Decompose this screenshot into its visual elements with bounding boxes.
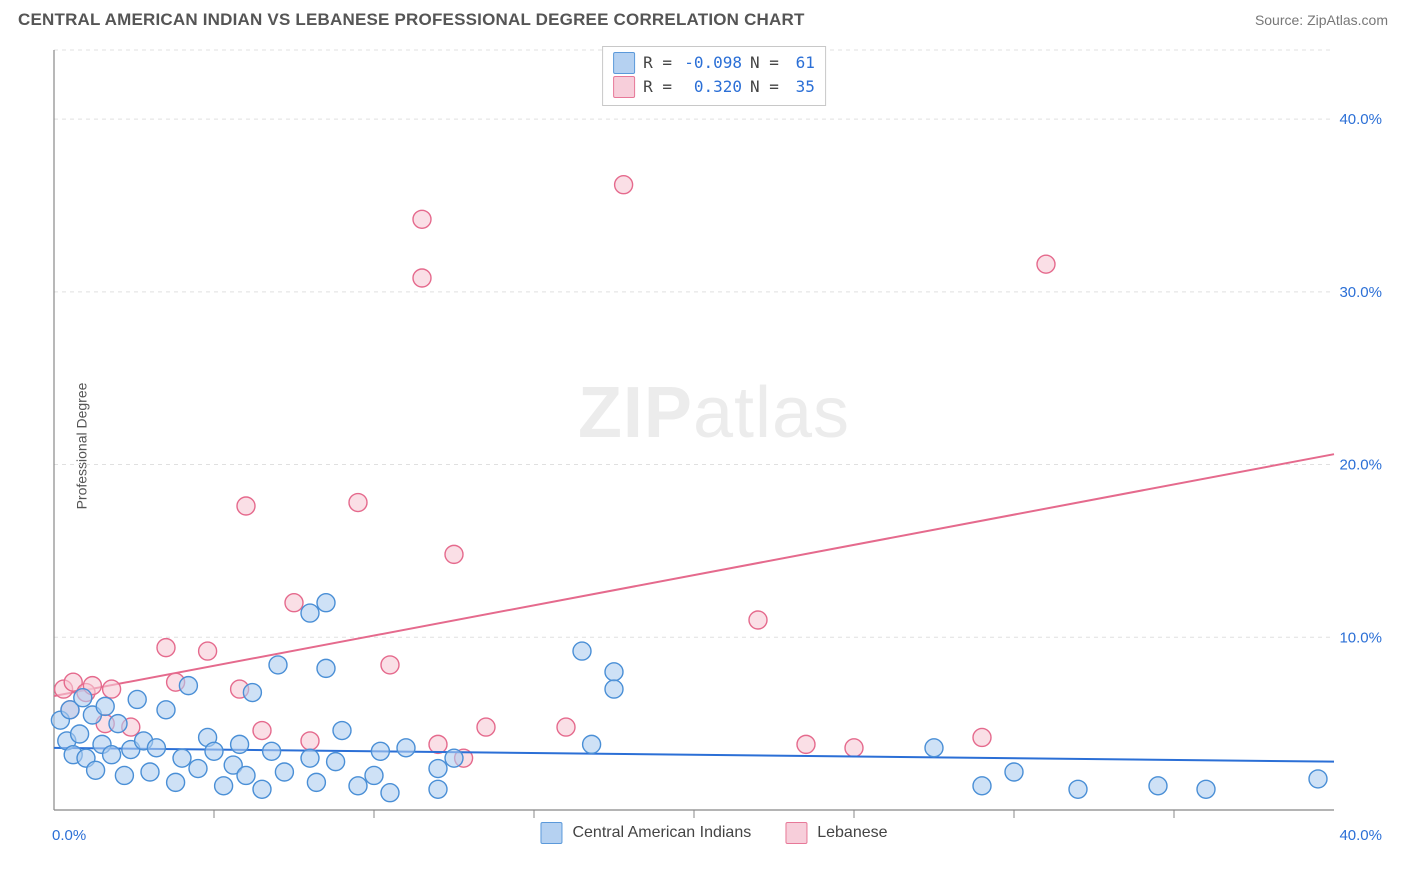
source-name: ZipAtlas.com [1307, 12, 1388, 28]
svg-text:10.0%: 10.0% [1339, 629, 1382, 646]
series-label-blue: Central American Indians [572, 824, 751, 842]
swatch-pink [613, 76, 635, 98]
scatter-svg: 10.0% 20.0% 30.0% 40.0% 0.0% 40.0% [44, 40, 1384, 850]
swatch-blue [613, 52, 635, 74]
swatch-blue [540, 822, 562, 844]
legend-item-pink: Lebanese [785, 822, 887, 844]
svg-text:20.0%: 20.0% [1339, 457, 1382, 474]
plot-area: 10.0%20.0%30.0%40.0%0.0%40.0% ZIPatlas R… [44, 40, 1384, 850]
svg-text:0.0%: 0.0% [52, 827, 86, 844]
n-value-pink: 35 [787, 75, 815, 99]
legend-row-blue: R = -0.098 N = 61 [613, 51, 815, 75]
chart-title: CENTRAL AMERICAN INDIAN VS LEBANESE PROF… [18, 10, 805, 30]
source-attribution: Source: ZipAtlas.com [1255, 12, 1388, 28]
series-legend: Central American Indians Lebanese [540, 822, 887, 844]
n-label: N = [750, 51, 779, 75]
r-value-pink: 0.320 [680, 75, 742, 99]
r-value-blue: -0.098 [680, 51, 742, 75]
r-label: R = [643, 75, 672, 99]
source-label: Source: [1255, 12, 1307, 28]
svg-text:30.0%: 30.0% [1339, 284, 1382, 301]
legend-item-blue: Central American Indians [540, 822, 751, 844]
n-label: N = [750, 75, 779, 99]
svg-text:40.0%: 40.0% [1339, 111, 1382, 128]
correlation-legend: R = -0.098 N = 61 R = 0.320 N = 35 [602, 46, 826, 106]
svg-text:40.0%: 40.0% [1339, 827, 1382, 844]
legend-row-pink: R = 0.320 N = 35 [613, 75, 815, 99]
series-label-pink: Lebanese [817, 824, 887, 842]
swatch-pink [785, 822, 807, 844]
r-label: R = [643, 51, 672, 75]
n-value-blue: 61 [787, 51, 815, 75]
